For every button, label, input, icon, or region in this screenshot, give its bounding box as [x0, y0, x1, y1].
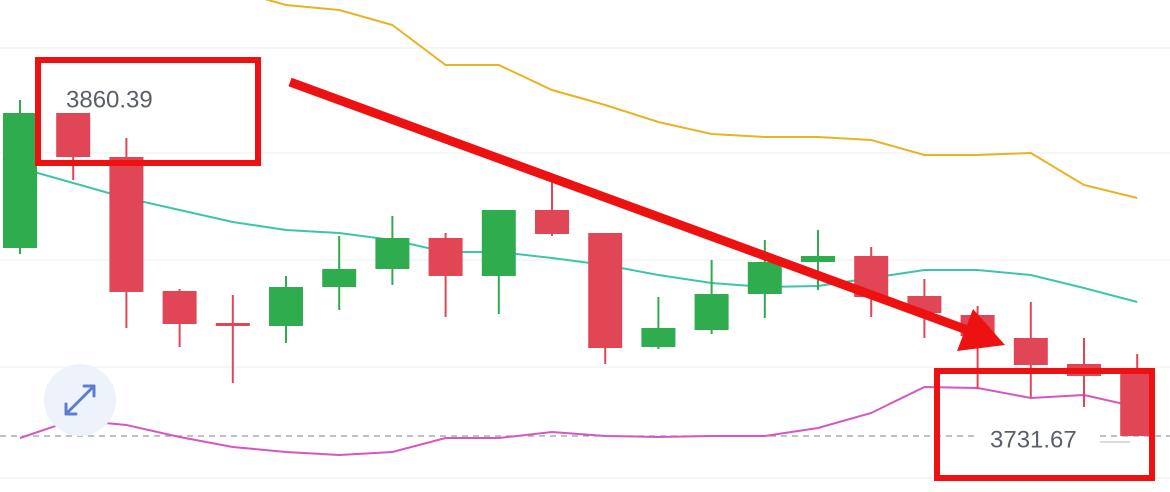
trend-arrow — [288, 77, 1005, 351]
high-price-label: 3860.39 — [66, 86, 153, 113]
candle-body — [801, 255, 835, 262]
arrow-head — [957, 309, 1005, 351]
indicator-line — [19, 167, 1138, 303]
expand-icon — [64, 384, 96, 416]
candle-body — [56, 112, 91, 158]
indicator-line — [19, 385, 1138, 456]
background-grid — [0, 47, 1170, 479]
candle-body — [535, 209, 569, 234]
candle-body — [269, 286, 303, 326]
candle-body — [1013, 337, 1048, 365]
candle-body — [162, 290, 197, 325]
candle-body — [109, 157, 144, 292]
last-price-label-bg — [978, 421, 1100, 450]
plot-area — [0, 0, 1170, 456]
candle-body — [428, 237, 463, 276]
highlight-box — [934, 368, 1155, 481]
highlight-box — [35, 57, 261, 166]
candle-body — [322, 268, 357, 287]
candle-body — [747, 261, 782, 294]
price-labels: 3860.39 3731.67 — [66, 86, 1130, 453]
candle-body — [588, 232, 623, 348]
candle-body — [694, 293, 729, 331]
indicator-line — [264, 0, 1138, 199]
candle-body — [641, 328, 676, 347]
arrow-shaft — [288, 77, 972, 336]
expand-button[interactable] — [44, 364, 116, 436]
last-price-label: 3731.67 — [990, 426, 1077, 453]
candle-body — [1120, 371, 1155, 436]
candle-body — [3, 112, 37, 248]
candle-body — [375, 237, 410, 269]
candle-body — [481, 209, 516, 276]
candle-body — [215, 322, 250, 326]
